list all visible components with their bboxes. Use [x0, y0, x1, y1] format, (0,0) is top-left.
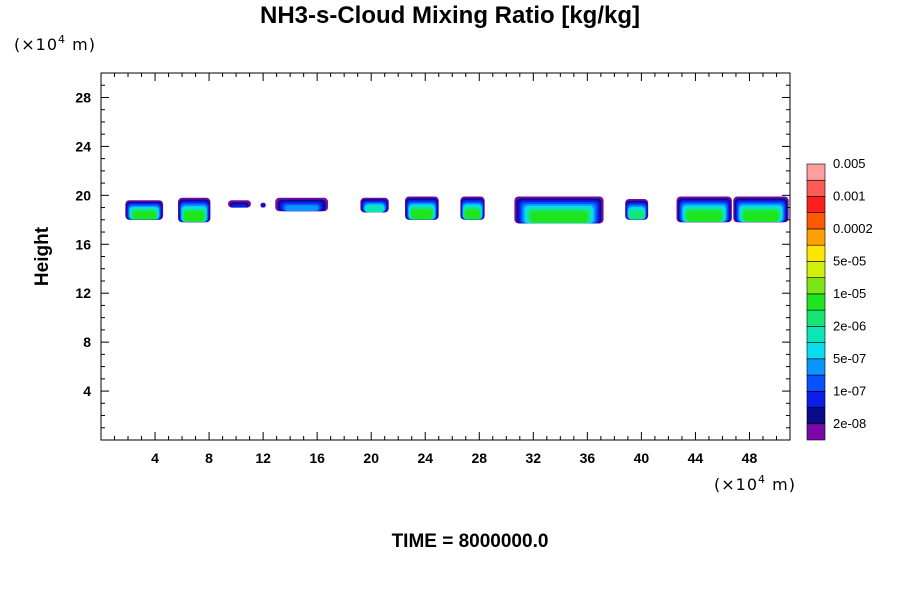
x-tick-label: 28	[471, 450, 487, 466]
cloud-patch	[275, 197, 328, 212]
cloud-contour	[261, 205, 265, 208]
chart-title: NH3-s-Cloud Mixing Ratio [kg/kg]	[260, 2, 640, 29]
cloud-contour	[365, 205, 384, 213]
x-tick-label: 24	[417, 450, 433, 466]
cloud-patch	[227, 200, 251, 208]
plot-frame	[100, 72, 791, 441]
y-unit-exponent: 4	[58, 33, 67, 46]
y-tick-label: 24	[75, 138, 91, 154]
colorbar-label: 1e-07	[833, 383, 866, 398]
cloud-patch	[625, 199, 649, 220]
cloud-contour	[464, 209, 481, 220]
y-axis-label: Height	[32, 226, 53, 286]
colorbar-swatch	[806, 342, 826, 360]
x-tick-label: 16	[309, 450, 325, 466]
colorbar-swatch	[806, 293, 826, 311]
colorbar-swatch	[806, 261, 826, 278]
colorbar: 2e-08 1e-07 5e-07 2e-06 1e-05 5e-05 0.0002 0.00…	[806, 156, 873, 441]
time-label: TIME = 8000000.0	[391, 531, 549, 552]
colorbar-swatch	[806, 163, 826, 181]
cloud-contour	[743, 210, 779, 222]
x-tick-label: 4	[151, 450, 159, 466]
colorbar-swatch	[806, 244, 826, 262]
x-unit-suffix: m)	[766, 475, 796, 494]
y-tick-label: 28	[75, 89, 91, 105]
cloud-patch	[260, 202, 266, 208]
cloud-contour	[183, 211, 205, 222]
colorbar-swatch	[806, 423, 826, 441]
x-tick-label: 36	[580, 450, 596, 466]
x-tick-label: 32	[526, 450, 542, 466]
cloud-contour	[232, 204, 247, 208]
colorbar-swatch	[806, 309, 826, 327]
y-unit-suffix: m)	[66, 35, 96, 54]
x-unit-exponent: 4	[758, 473, 767, 486]
colorbar-swatch	[806, 196, 826, 214]
cloud-patch	[514, 196, 604, 224]
cloud-contour	[411, 209, 433, 220]
y-tick-label: 20	[75, 187, 91, 203]
x-tick-label: 40	[634, 450, 650, 466]
y-tick-label: 12	[75, 285, 91, 301]
colorbar-swatch	[806, 407, 826, 425]
colorbar-swatch	[806, 228, 826, 246]
y-tick-label: 16	[75, 236, 91, 252]
cloud-contour	[686, 210, 722, 222]
colorbar-label: 2e-08	[833, 416, 866, 431]
cloud-contour	[629, 210, 645, 220]
y-tick-label: 8	[83, 334, 91, 350]
colorbar-label: 0.005	[833, 156, 866, 171]
colorbar-swatch	[806, 358, 826, 376]
cloud-patch	[733, 196, 789, 223]
colorbar-label: 0.001	[833, 188, 866, 203]
x-axis-unit: (×104 m)	[714, 473, 796, 494]
cloud-contour	[530, 211, 588, 223]
cloud-patch	[178, 197, 211, 223]
colorbar-swatch	[806, 374, 826, 392]
colorbar-swatch	[806, 390, 826, 408]
y-tick-label: 4	[83, 383, 91, 399]
cloud-contour	[284, 205, 319, 211]
y-unit-prefix: (×10	[14, 35, 59, 54]
cloud-patch	[404, 196, 439, 220]
cloud-contour	[132, 210, 157, 220]
x-unit-prefix: (×10	[714, 475, 759, 494]
colorbar-swatch	[806, 277, 826, 295]
colorbar-label: 2e-06	[833, 318, 866, 333]
x-tick-label: 48	[742, 450, 758, 466]
colorbar-label: 5e-05	[833, 253, 866, 268]
cloud-patch	[460, 196, 485, 220]
x-tick-label: 44	[688, 450, 704, 466]
colorbar-swatch	[806, 326, 826, 343]
x-tick-label: 20	[363, 450, 379, 466]
colorbar-swatch	[806, 212, 826, 230]
y-axis-unit: (×104 m)	[14, 33, 96, 54]
cloud-patch	[676, 196, 732, 223]
cloud-patch	[125, 200, 164, 220]
cloud-patch	[360, 197, 389, 213]
x-tick-label: 12	[255, 450, 271, 466]
x-tick-label: 8	[205, 450, 213, 466]
cloud-layer	[125, 196, 789, 224]
colorbar-label: 1e-05	[833, 286, 866, 301]
colorbar-label: 0.0002	[833, 221, 873, 236]
colorbar-swatch	[806, 179, 826, 197]
colorbar-label: 5e-07	[833, 351, 866, 366]
